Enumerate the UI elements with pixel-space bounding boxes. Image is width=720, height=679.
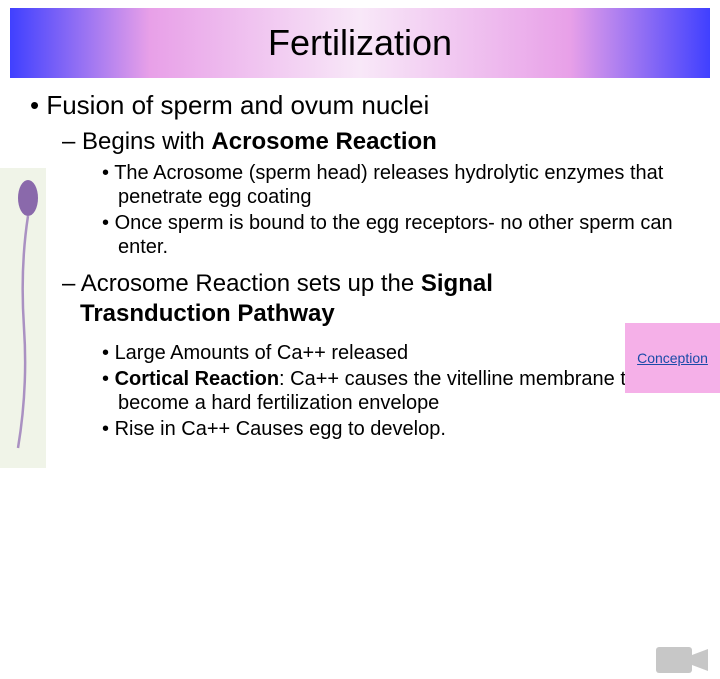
title-banner: Fertilization [10,8,710,78]
bullet-l3-acrosome-releases: The Acrosome (sperm head) releases hydro… [102,161,690,209]
l3-4-bold: Cortical Reaction [115,368,279,390]
bullet-l3-ca-released: Large Amounts of Ca++ released [102,341,690,365]
conception-link-text: Conception [637,350,708,366]
slide-title: Fertilization [268,22,452,64]
l2-1-pre: Begins with [82,128,211,155]
content-area: Fusion of sperm and ovum nuclei Begins w… [0,78,720,441]
bullet-l2-begins: Begins with Acrosome Reaction [62,127,690,157]
l2-2-pre: Acrosome Reaction sets up the [81,270,421,297]
bullet-l2-signal: Acrosome Reaction sets up the Signal Tra… [62,269,690,329]
camera-icon [652,641,712,679]
bullet-l1-fusion: Fusion of sperm and ovum nuclei [30,90,690,121]
sperm-image [0,168,46,468]
bullet-l3-sperm-bound: Once sperm is bound to the egg receptors… [102,211,690,259]
l2-1-bold: Acrosome Reaction [211,128,436,155]
conception-link-box[interactable]: Conception [625,323,720,393]
bullet-l3-rise-ca: Rise in Ca++ Causes egg to develop. [102,417,690,441]
bullet-l3-cortical: Cortical Reaction: Ca++ causes the vitel… [102,367,690,415]
